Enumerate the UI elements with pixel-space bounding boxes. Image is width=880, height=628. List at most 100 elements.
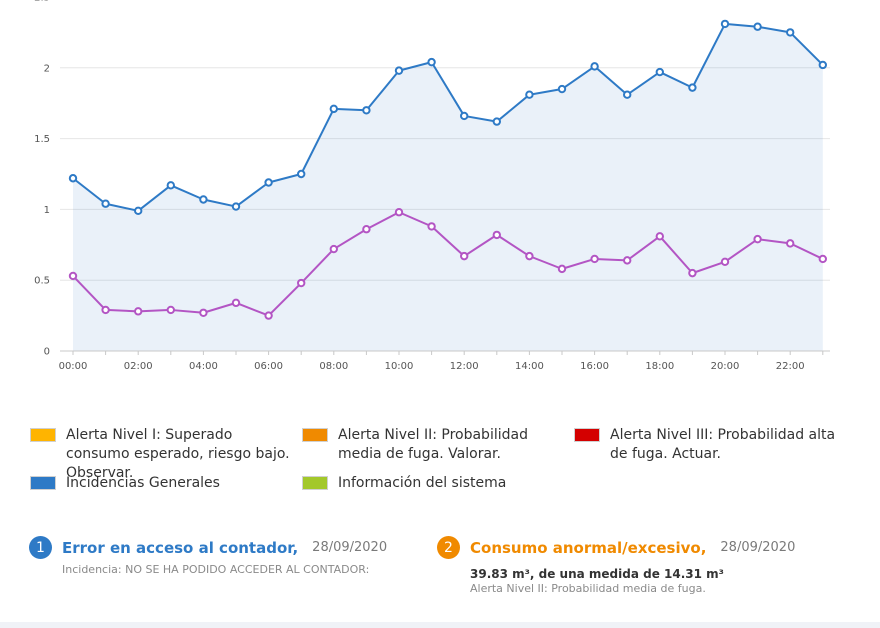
legend-item-incidencias-generales[interactable]: Incidencias Generales	[30, 474, 296, 493]
data-point[interactable]	[134, 206, 143, 216]
axis-layer	[60, 350, 830, 355]
data-point[interactable]	[427, 57, 436, 67]
incident-number-badge: 2	[437, 536, 460, 559]
data-point[interactable]	[297, 278, 306, 288]
legend-item-alerta-nivel-1[interactable]: Alerta Nivel I: Superado consumo esperad…	[30, 426, 296, 483]
x-tick-label: 06:00	[254, 361, 283, 372]
incident-2[interactable]: 2 Consumo anormal/excesivo, 28/09/2020 3…	[437, 536, 795, 595]
data-point[interactable]	[199, 195, 208, 204]
data-point[interactable]	[101, 199, 110, 208]
incident-description: Incidencia: NO SE HA PODIDO ACCEDER AL C…	[62, 563, 370, 576]
series-lines	[72, 22, 824, 317]
data-point[interactable]	[297, 169, 306, 179]
data-point[interactable]	[786, 239, 795, 248]
legend-label: Alerta Nivel III: Probabilidad alta de f…	[610, 427, 836, 462]
series-line-0	[72, 22, 824, 212]
data-point[interactable]	[394, 208, 404, 217]
data-point[interactable]	[199, 308, 208, 317]
legend-swatch	[302, 428, 328, 442]
series-line-1	[72, 211, 824, 317]
x-tick-label: 08:00	[319, 361, 348, 372]
data-point[interactable]	[394, 66, 404, 75]
series-area-0	[73, 23, 823, 352]
data-point[interactable]	[460, 251, 469, 261]
data-point[interactable]	[720, 19, 730, 29]
data-point[interactable]	[264, 311, 273, 320]
data-point[interactable]	[590, 254, 599, 264]
data-point[interactable]	[590, 62, 599, 71]
legend-label: Información del sistema	[338, 475, 507, 491]
footer-divider	[0, 622, 880, 628]
data-point[interactable]	[68, 174, 78, 183]
data-point[interactable]	[688, 268, 697, 278]
legend-item-informacion-sistema[interactable]: Información del sistema	[302, 474, 568, 493]
legend-swatch	[574, 428, 600, 442]
y-tick-label: 2.5	[34, 0, 50, 4]
y-tick-label: 2	[44, 63, 50, 74]
x-tick-label: 16:00	[580, 361, 609, 372]
data-point[interactable]	[134, 307, 143, 316]
incident-measurement: 39.83 m³, de una medida de 14.31 m³	[470, 567, 724, 581]
incident-description: Alerta Nivel II: Probabilidad media de f…	[470, 582, 706, 595]
series-points[interactable]	[68, 19, 827, 320]
y-tick-label: 1	[44, 205, 50, 216]
data-point[interactable]	[101, 305, 110, 315]
incident-date: 28/09/2020	[720, 540, 796, 555]
legend-swatch	[30, 428, 56, 442]
legend-item-alerta-nivel-3[interactable]: Alerta Nivel III: Probabilidad alta de f…	[574, 426, 840, 464]
x-tick-label: 14:00	[515, 361, 544, 372]
data-point[interactable]	[362, 106, 371, 115]
data-point[interactable]	[818, 60, 827, 70]
data-point[interactable]	[68, 271, 78, 281]
data-point[interactable]	[655, 232, 664, 241]
data-point[interactable]	[655, 67, 664, 77]
data-point[interactable]	[329, 244, 338, 254]
x-tick-label: 22:00	[776, 361, 805, 372]
area-fill-layer	[73, 23, 823, 352]
legend-label: Alerta Nivel I: Superado consumo esperad…	[66, 427, 290, 481]
data-point[interactable]	[264, 178, 273, 187]
x-tick-label: 04:00	[189, 361, 218, 372]
data-point[interactable]	[427, 222, 436, 231]
legend-swatch	[30, 476, 56, 490]
y-tick-label: 1.5	[34, 134, 50, 145]
incident-title-link[interactable]: Error en acceso al contador,	[62, 538, 299, 557]
incident-number-badge: 1	[29, 536, 52, 559]
data-point[interactable]	[720, 257, 730, 266]
data-point[interactable]	[753, 234, 762, 244]
legend-label: Incidencias Generales	[66, 475, 220, 491]
x-tick-label: 00:00	[59, 361, 88, 372]
tick-labels: 0 0.5 1 1.5 2 2.5 00:00 02:00 04:00 06:00 08:00 10:…	[34, 0, 805, 372]
data-point[interactable]	[557, 264, 567, 274]
data-point[interactable]	[166, 181, 176, 190]
data-point[interactable]	[362, 225, 371, 234]
consumption-line-chart: 0 0.5 1 1.5 2 2.5 00:00 02:00 04:00 06:00 08:00 10:…	[34, 0, 830, 372]
legend-item-alerta-nivel-2[interactable]: Alerta Nivel II: Probabilidad media de f…	[302, 426, 568, 464]
data-point[interactable]	[460, 111, 469, 121]
y-tick-label: 0	[44, 347, 50, 358]
data-point[interactable]	[818, 254, 827, 264]
data-point[interactable]	[231, 202, 241, 211]
data-point[interactable]	[786, 28, 795, 37]
data-point[interactable]	[623, 256, 632, 265]
data-point[interactable]	[492, 230, 501, 240]
data-point[interactable]	[492, 117, 501, 126]
data-point[interactable]	[688, 83, 697, 92]
x-tick-label: 18:00	[645, 361, 674, 372]
x-tick-label: 20:00	[711, 361, 740, 372]
data-point[interactable]	[525, 90, 534, 99]
incident-date: 28/09/2020	[312, 540, 388, 555]
data-point[interactable]	[166, 305, 176, 315]
legend-swatch	[302, 476, 328, 490]
data-point[interactable]	[231, 298, 241, 308]
data-point[interactable]	[623, 90, 632, 99]
data-point[interactable]	[557, 84, 567, 94]
incident-1[interactable]: 1 Error en acceso al contador, 28/09/202…	[29, 536, 387, 576]
legend-label: Alerta Nivel II: Probabilidad media de f…	[338, 427, 528, 462]
incident-title-link[interactable]: Consumo anormal/excesivo,	[470, 538, 707, 557]
y-tick-label: 0.5	[34, 276, 50, 287]
data-point[interactable]	[753, 22, 762, 31]
data-point[interactable]	[525, 251, 534, 261]
data-point[interactable]	[329, 104, 338, 114]
